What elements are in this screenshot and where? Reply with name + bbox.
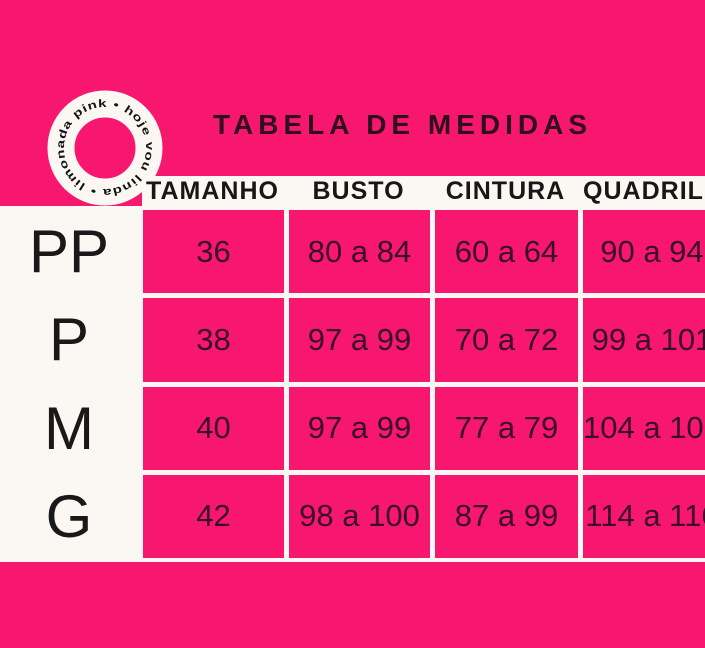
cell-pp-cintura: 60 a 64 xyxy=(435,210,578,294)
cell-pp-busto: 80 a 84 xyxy=(289,210,430,294)
brand-logo: limonada pink • hoje vou linda • xyxy=(47,90,163,206)
cell-p-cintura: 70 a 72 xyxy=(435,298,578,382)
column-header-busto: BUSTO xyxy=(312,176,405,205)
cell-p-tamanho: 38 xyxy=(143,298,284,382)
cell-pp-quadril: 90 a 94 xyxy=(583,210,705,294)
cell-pp-tamanho: 36 xyxy=(143,210,284,294)
row-label-p: P xyxy=(0,298,138,382)
row-label-g: G xyxy=(0,474,138,558)
row-label-m: M xyxy=(0,386,138,470)
cell-p-quadril: 99 a 101 xyxy=(583,298,705,382)
table-header-row: TAMANHO BUSTO CINTURA QUADRIL xyxy=(142,176,705,206)
cell-m-cintura: 77 a 79 xyxy=(435,386,578,470)
cell-m-quadril: 104 a 106 xyxy=(583,386,705,470)
cell-g-cintura: 87 a 99 xyxy=(435,474,578,558)
brand-logo-ring-icon: limonada pink • hoje vou linda • xyxy=(47,90,163,206)
cell-m-busto: 97 a 99 xyxy=(289,386,430,470)
column-header-cintura: CINTURA xyxy=(445,176,566,205)
cell-g-busto: 98 a 100 xyxy=(289,474,430,558)
column-header-tamanho: TAMANHO xyxy=(146,176,279,205)
size-table: PP 36 80 a 84 60 a 64 90 a 94 P 38 97 a … xyxy=(0,206,705,562)
cell-m-tamanho: 40 xyxy=(143,386,284,470)
cell-g-quadril: 114 a 116 xyxy=(583,474,705,558)
cell-p-busto: 97 a 99 xyxy=(289,298,430,382)
cell-g-tamanho: 42 xyxy=(143,474,284,558)
page-title: TABELA DE MEDIDAS xyxy=(213,109,592,140)
row-label-pp: PP xyxy=(0,210,138,294)
column-header-quadril: QUADRIL xyxy=(583,176,704,205)
